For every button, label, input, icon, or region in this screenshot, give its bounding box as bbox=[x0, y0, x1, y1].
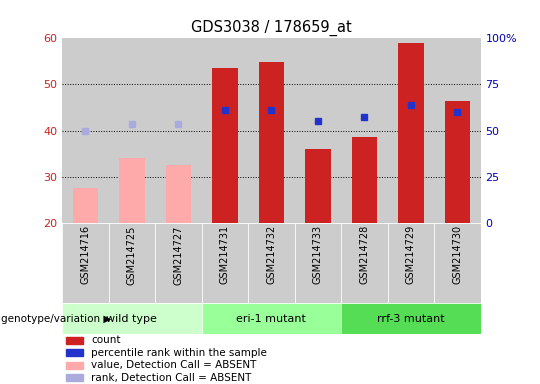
Bar bbox=[388, 38, 434, 223]
Bar bbox=[201, 303, 341, 334]
Bar bbox=[62, 303, 201, 334]
Bar bbox=[341, 303, 481, 334]
Bar bbox=[66, 349, 83, 356]
Text: GSM214732: GSM214732 bbox=[266, 225, 276, 285]
Bar bbox=[248, 223, 295, 303]
Bar bbox=[398, 43, 424, 223]
Bar bbox=[248, 38, 295, 223]
Bar bbox=[295, 38, 341, 223]
Text: rank, Detection Call = ABSENT: rank, Detection Call = ABSENT bbox=[91, 373, 252, 383]
Bar bbox=[434, 38, 481, 223]
Text: genotype/variation ▶: genotype/variation ▶ bbox=[1, 314, 111, 324]
Text: wild type: wild type bbox=[106, 314, 157, 324]
Text: GSM214727: GSM214727 bbox=[173, 225, 184, 285]
Bar bbox=[444, 101, 470, 223]
Text: value, Detection Call = ABSENT: value, Detection Call = ABSENT bbox=[91, 360, 257, 370]
Text: percentile rank within the sample: percentile rank within the sample bbox=[91, 348, 267, 358]
Title: GDS3038 / 178659_at: GDS3038 / 178659_at bbox=[191, 20, 352, 36]
Text: GSM214729: GSM214729 bbox=[406, 225, 416, 285]
Bar bbox=[434, 223, 481, 303]
Bar bbox=[388, 223, 434, 303]
Text: count: count bbox=[91, 335, 121, 345]
Text: GSM214731: GSM214731 bbox=[220, 225, 230, 284]
Text: GSM214725: GSM214725 bbox=[127, 225, 137, 285]
Bar bbox=[212, 68, 238, 223]
Text: GSM214730: GSM214730 bbox=[453, 225, 462, 284]
Bar bbox=[66, 362, 83, 369]
Bar bbox=[166, 165, 191, 223]
Bar bbox=[341, 223, 388, 303]
Bar bbox=[62, 38, 109, 223]
Text: GSM214728: GSM214728 bbox=[359, 225, 369, 285]
Bar bbox=[352, 137, 377, 223]
Bar bbox=[62, 223, 109, 303]
Bar bbox=[259, 62, 284, 223]
Bar bbox=[66, 374, 83, 381]
Text: GSM214733: GSM214733 bbox=[313, 225, 323, 284]
Bar bbox=[305, 149, 330, 223]
Bar bbox=[201, 223, 248, 303]
Bar bbox=[66, 337, 83, 344]
Bar bbox=[109, 38, 155, 223]
Text: rrf-3 mutant: rrf-3 mutant bbox=[377, 314, 444, 324]
Bar bbox=[109, 223, 155, 303]
Bar bbox=[341, 38, 388, 223]
Bar bbox=[201, 38, 248, 223]
Bar bbox=[295, 223, 341, 303]
Bar bbox=[155, 38, 201, 223]
Bar bbox=[119, 158, 145, 223]
Bar bbox=[72, 188, 98, 223]
Bar bbox=[155, 223, 201, 303]
Text: GSM214716: GSM214716 bbox=[80, 225, 90, 284]
Text: eri-1 mutant: eri-1 mutant bbox=[237, 314, 306, 324]
